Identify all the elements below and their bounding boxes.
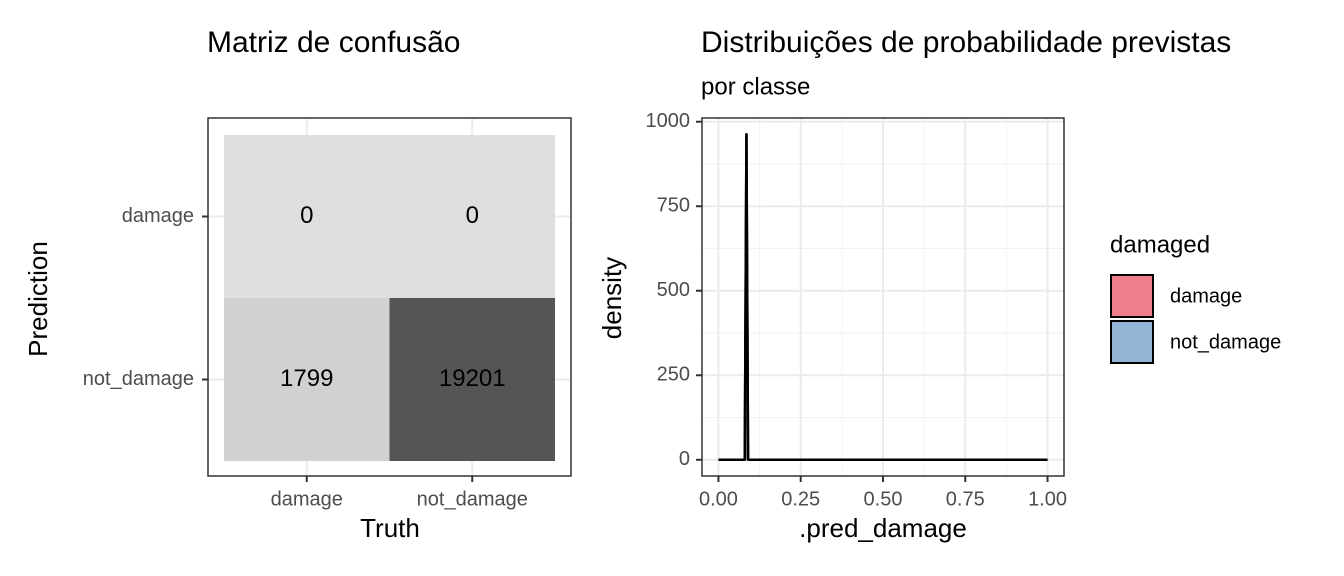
x-tick-label: not_damage — [417, 488, 528, 510]
x-tick-label: 0.25 — [781, 488, 820, 510]
x-axis-label: .pred_damage — [799, 513, 967, 543]
y-tick-label: not_damage — [83, 368, 194, 390]
density-line — [718, 132, 1048, 462]
plot-border — [207, 117, 572, 477]
heatmap-cell — [224, 135, 390, 298]
y-axis-label: density — [597, 257, 627, 339]
x-tick-label: 0.50 — [864, 488, 903, 510]
y-tick-label: 1000 — [646, 110, 691, 132]
cell-label: 19201 — [439, 365, 506, 392]
heatmap-cell — [224, 298, 390, 461]
x-tick-label: 0.75 — [946, 488, 985, 510]
y-tick-label: damage — [122, 205, 194, 227]
legend-label: damage — [1170, 285, 1242, 307]
legend-key — [1110, 320, 1154, 364]
cell-label: 0 — [300, 202, 313, 229]
legend-title: damaged — [1110, 231, 1210, 258]
legend-key — [1110, 274, 1154, 318]
x-tick-label: 0.00 — [699, 488, 738, 510]
y-tick-label: 500 — [657, 279, 690, 301]
heatmap-cell — [389, 135, 555, 298]
y-tick-label: 750 — [657, 195, 690, 217]
cell-label: 0 — [466, 202, 479, 229]
x-tick-label: damage — [271, 488, 343, 510]
chart-subtitle: por classe — [701, 73, 810, 100]
plot-border — [701, 117, 1065, 477]
legend-label: not_damage — [1170, 331, 1281, 353]
x-tick-label: 1.00 — [1028, 488, 1067, 510]
y-tick-label: 0 — [679, 448, 690, 470]
y-axis-label: Prediction — [23, 241, 53, 357]
chart-title: Matriz de confusão — [207, 26, 460, 59]
chart-title: Distribuições de probabilidade previstas — [701, 26, 1231, 59]
heatmap-cell — [389, 298, 555, 461]
cell-label: 1799 — [280, 365, 333, 392]
y-tick-label: 250 — [657, 364, 690, 386]
x-axis-label: Truth — [360, 513, 420, 543]
